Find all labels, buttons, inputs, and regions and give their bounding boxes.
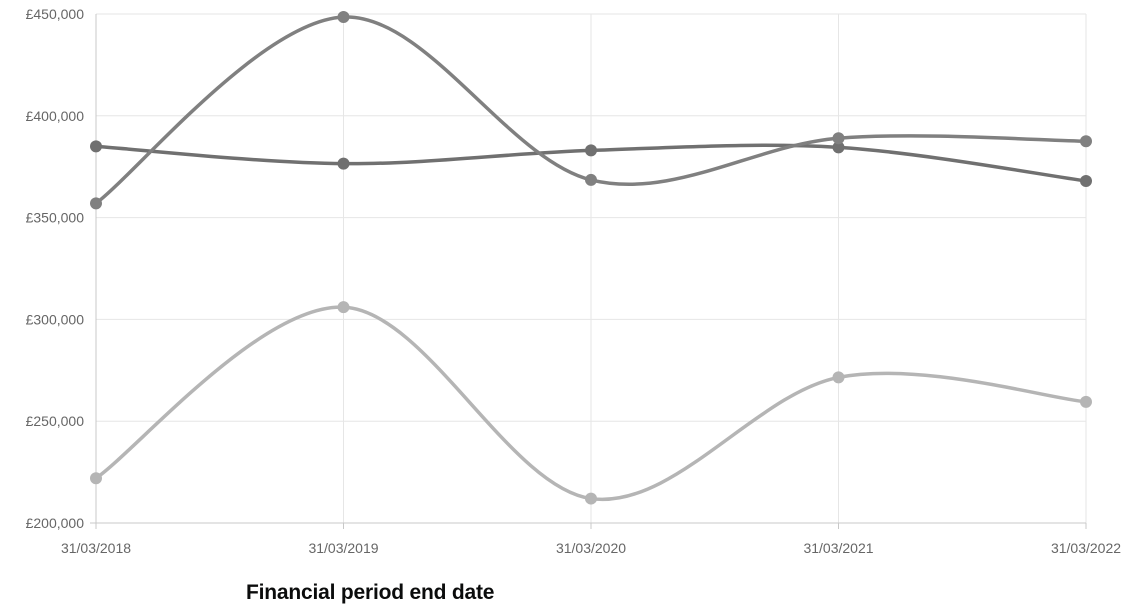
series-1-point[interactable] <box>585 144 597 157</box>
series-line-3 <box>94 305 1088 502</box>
x-tick-label: 31/03/2020 <box>556 540 626 556</box>
series-3-point[interactable] <box>90 472 102 485</box>
series-1-point[interactable] <box>1080 174 1092 187</box>
series-line-2 <box>94 15 1088 206</box>
y-tick-label: £250,000 <box>26 413 85 429</box>
y-tick-label: £450,000 <box>26 6 85 22</box>
y-tick-label: £300,000 <box>26 311 85 327</box>
series-1-point[interactable] <box>337 157 350 170</box>
series-3-point[interactable] <box>585 492 597 505</box>
series-2-point[interactable] <box>337 11 350 24</box>
x-axis-title: Financial period end date <box>246 581 495 604</box>
x-tick-label: 31/03/2021 <box>803 540 873 556</box>
series-2-point[interactable] <box>585 173 597 186</box>
series-2-point[interactable] <box>90 197 102 210</box>
series-3-point[interactable] <box>832 371 845 384</box>
series-2-point[interactable] <box>1080 135 1092 148</box>
y-tick-label: £350,000 <box>26 210 85 226</box>
grid-lines <box>96 13 1087 524</box>
x-tick-label: 31/03/2019 <box>308 540 378 556</box>
series-2-point[interactable] <box>832 132 845 145</box>
axes <box>90 14 1087 529</box>
series-3-point[interactable] <box>337 301 350 314</box>
x-axis-tick-labels: 31/03/2018 31/03/2019 31/03/2020 31/03/2021… <box>61 540 1121 556</box>
series-1-point[interactable] <box>90 140 102 153</box>
x-tick-label: 31/03/2018 <box>61 540 131 556</box>
y-tick-label: £200,000 <box>26 515 85 531</box>
y-tick-label: £400,000 <box>26 108 85 124</box>
x-tick-label: 31/03/2022 <box>1051 540 1121 556</box>
series-1-point[interactable] <box>832 141 845 154</box>
data-points <box>90 11 1092 505</box>
y-axis-tick-labels: £200,000 £250,000 £300,000 £350,000 £400,000… <box>26 6 85 531</box>
series-3-point[interactable] <box>1080 395 1092 408</box>
